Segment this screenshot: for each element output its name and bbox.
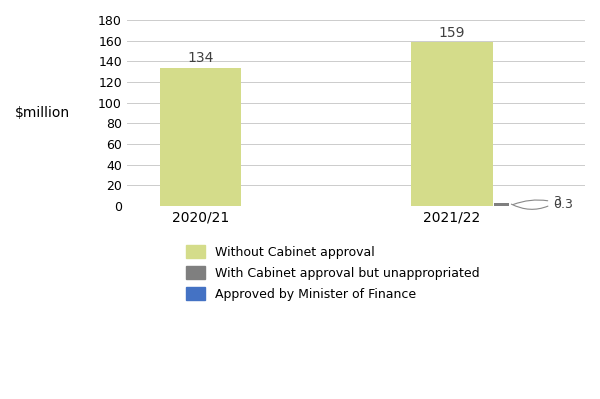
Text: 0.3: 0.3 xyxy=(513,198,573,211)
Bar xyxy=(412,41,493,206)
Bar xyxy=(160,67,241,206)
Text: 3: 3 xyxy=(511,195,561,209)
Legend: Without Cabinet approval, With Cabinet approval but unappropriated, Approved by : Without Cabinet approval, With Cabinet a… xyxy=(181,240,485,306)
Text: 134: 134 xyxy=(188,51,214,65)
Y-axis label: $million: $million xyxy=(15,106,70,120)
Text: 159: 159 xyxy=(439,26,465,40)
Bar xyxy=(494,203,509,206)
